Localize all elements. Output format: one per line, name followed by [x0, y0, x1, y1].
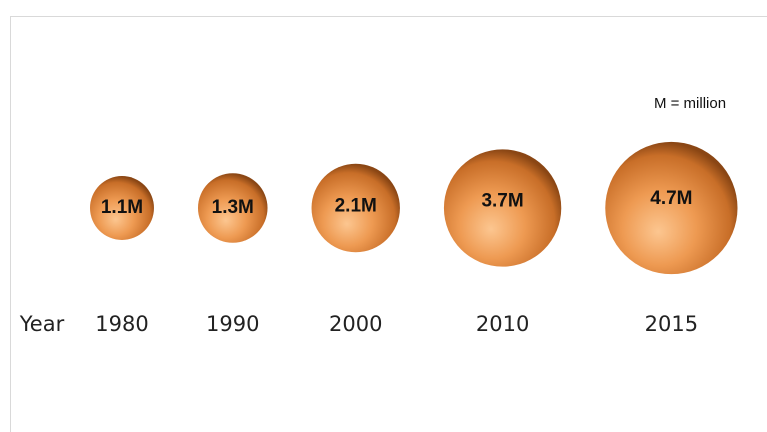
bubble: [197, 173, 268, 243]
x-tick-label: 2010: [476, 312, 529, 336]
value-label: 1.1M: [101, 197, 143, 218]
x-axis-label: Year: [19, 312, 65, 336]
annotation: M = million: [654, 95, 726, 112]
value-label: 1.3M: [212, 197, 254, 218]
bubble: [443, 149, 562, 267]
bubble: [311, 163, 400, 253]
bubble: [90, 176, 154, 240]
value-label: 3.7M: [481, 190, 523, 211]
x-tick-label: 2015: [645, 312, 698, 336]
x-tick-label: 1980: [95, 312, 148, 336]
bubble: [605, 141, 738, 275]
x-tick-label: 2000: [329, 312, 382, 336]
value-label: 4.7M: [650, 188, 692, 209]
value-label: 2.1M: [335, 196, 377, 217]
frame: [10, 16, 767, 432]
x-tick-label: 1990: [206, 312, 259, 336]
